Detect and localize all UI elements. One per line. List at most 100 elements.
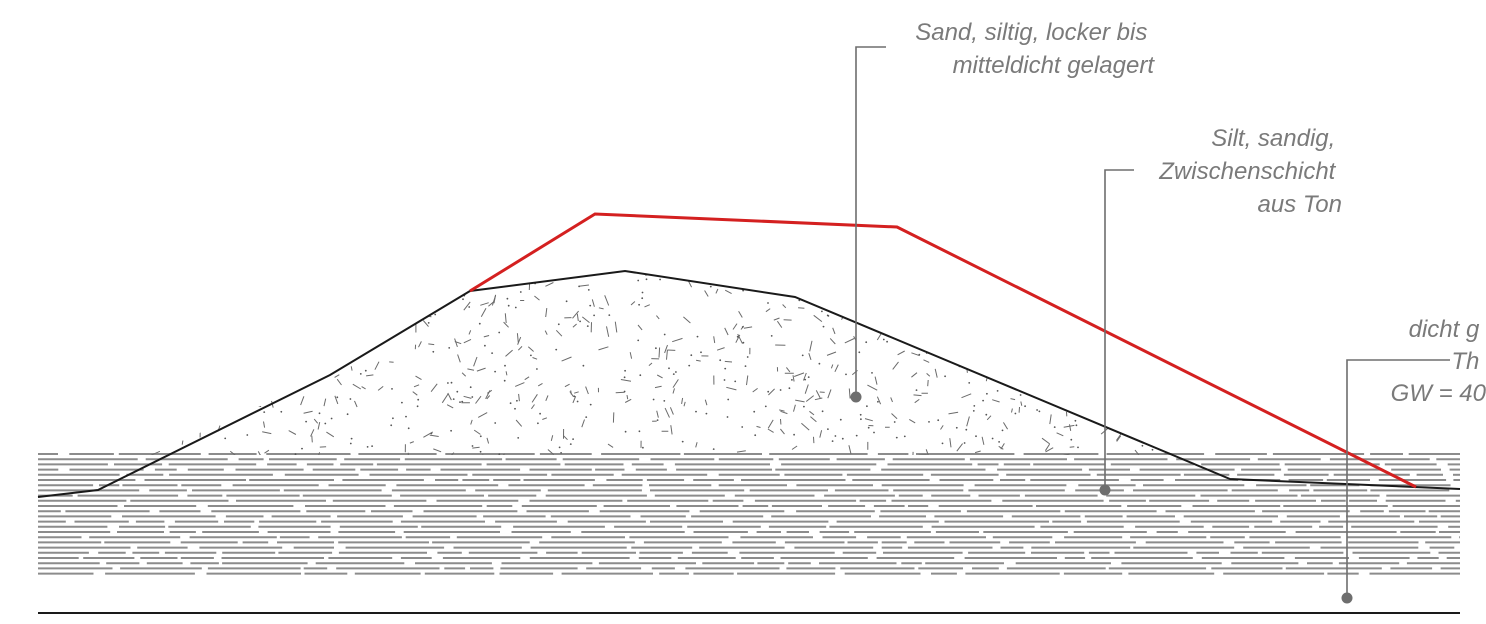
sand-grain: [1044, 370, 1048, 381]
sand-grain: [310, 429, 315, 437]
sand-grain: [1177, 396, 1179, 398]
sand-grain: [1150, 341, 1155, 345]
sand-grain: [1154, 345, 1161, 348]
sand-grain: [183, 295, 186, 297]
sand-grain: [461, 372, 467, 377]
sand-grain: [804, 272, 810, 279]
sand-grain: [1146, 395, 1149, 397]
leader-sand: [850, 46, 886, 403]
sand-grain: [793, 404, 796, 412]
sand-grain: [655, 347, 657, 350]
sand-grain: [876, 396, 882, 405]
sand-grain: [376, 302, 379, 304]
sand-grain: [432, 350, 435, 353]
sand-grain: [479, 450, 482, 453]
sand-grain: [809, 340, 813, 352]
sand-grain: [1159, 319, 1162, 325]
sand-grain: [413, 384, 420, 388]
sand-grain: [457, 354, 461, 363]
sand-grain: [866, 405, 868, 408]
sand-grain: [503, 379, 506, 382]
label-right-line-1: dicht g: [1409, 316, 1480, 343]
sand-grain: [416, 405, 419, 408]
sand-grain: [652, 398, 655, 401]
sand-grain: [1075, 424, 1078, 427]
sand-grain: [530, 354, 532, 357]
sand-grain: [779, 409, 785, 412]
sand-grain: [538, 274, 547, 279]
sand-grain: [470, 419, 473, 425]
sand-grain: [181, 344, 190, 351]
sand-grain: [637, 324, 643, 331]
sand-grain: [198, 311, 205, 320]
sand-grain: [197, 295, 202, 299]
sand-grain: [927, 379, 929, 387]
sand-grain: [668, 367, 670, 370]
sand-grain: [427, 322, 430, 324]
sand-grain: [727, 398, 730, 401]
sand-grain: [570, 390, 572, 395]
sand-grain: [1053, 426, 1056, 428]
sand-grain: [316, 452, 321, 455]
sand-grain: [308, 323, 311, 326]
sand-grain: [1078, 353, 1087, 357]
sand-grain: [1076, 401, 1078, 404]
sand-grain: [1030, 279, 1033, 282]
sand-grain: [358, 306, 361, 309]
sand-grain: [724, 289, 732, 295]
sand-grain: [514, 407, 516, 410]
sand-grain: [683, 401, 686, 407]
sand-grain: [333, 362, 341, 366]
sand-grain: [260, 317, 262, 320]
sand-grain: [252, 405, 262, 407]
sand-grain: [1094, 370, 1096, 373]
sand-grain: [515, 419, 523, 427]
sand-grain: [326, 431, 335, 438]
sand-grain: [1170, 327, 1173, 330]
sand-grain: [898, 294, 905, 299]
sand-grain: [724, 360, 733, 363]
sand-grain: [645, 278, 648, 281]
sand-grain: [768, 388, 775, 396]
sand-grain: [944, 375, 946, 378]
sand-grain: [695, 442, 698, 448]
sand-grain: [724, 367, 727, 370]
sand-grain: [507, 304, 510, 307]
sand-grain: [454, 338, 458, 348]
sand-grain: [228, 338, 231, 341]
sand-grain: [772, 286, 775, 288]
sand-grain: [333, 312, 338, 317]
sand-grain: [1049, 414, 1052, 425]
sand-grain: [218, 318, 220, 320]
sand-grain: [572, 271, 574, 273]
sand-grain: [558, 446, 561, 449]
sand-grain: [719, 359, 722, 362]
sand-grain: [672, 388, 675, 394]
sand-grain: [463, 301, 471, 311]
sand-grain: [1014, 412, 1017, 415]
sand-grain: [485, 390, 491, 400]
sand-grain: [867, 384, 878, 391]
sand-grain: [306, 293, 309, 296]
sand-grain: [834, 281, 839, 285]
label-silt: Silt, sandig, Zwischenschicht aus Ton: [1158, 125, 1342, 218]
sand-grain: [756, 425, 761, 428]
sand-grain: [1035, 360, 1038, 363]
sand-grain: [972, 410, 975, 412]
sand-grain: [1065, 404, 1068, 406]
sand-grain: [160, 341, 165, 344]
sand-grain: [737, 333, 743, 344]
sand-grain: [761, 272, 772, 276]
sand-grain: [561, 356, 572, 362]
sand-grain: [782, 280, 784, 283]
sand-grain: [844, 297, 850, 308]
sand-grain: [309, 369, 311, 372]
sand-grain: [949, 281, 958, 284]
sand-grain: [294, 276, 296, 278]
sand-grain: [1056, 432, 1064, 437]
sand-grain: [915, 389, 918, 391]
sand-grain: [179, 317, 182, 319]
sand-grain: [1141, 276, 1144, 278]
sand-grain: [480, 308, 487, 317]
sand-grain: [1099, 416, 1101, 418]
